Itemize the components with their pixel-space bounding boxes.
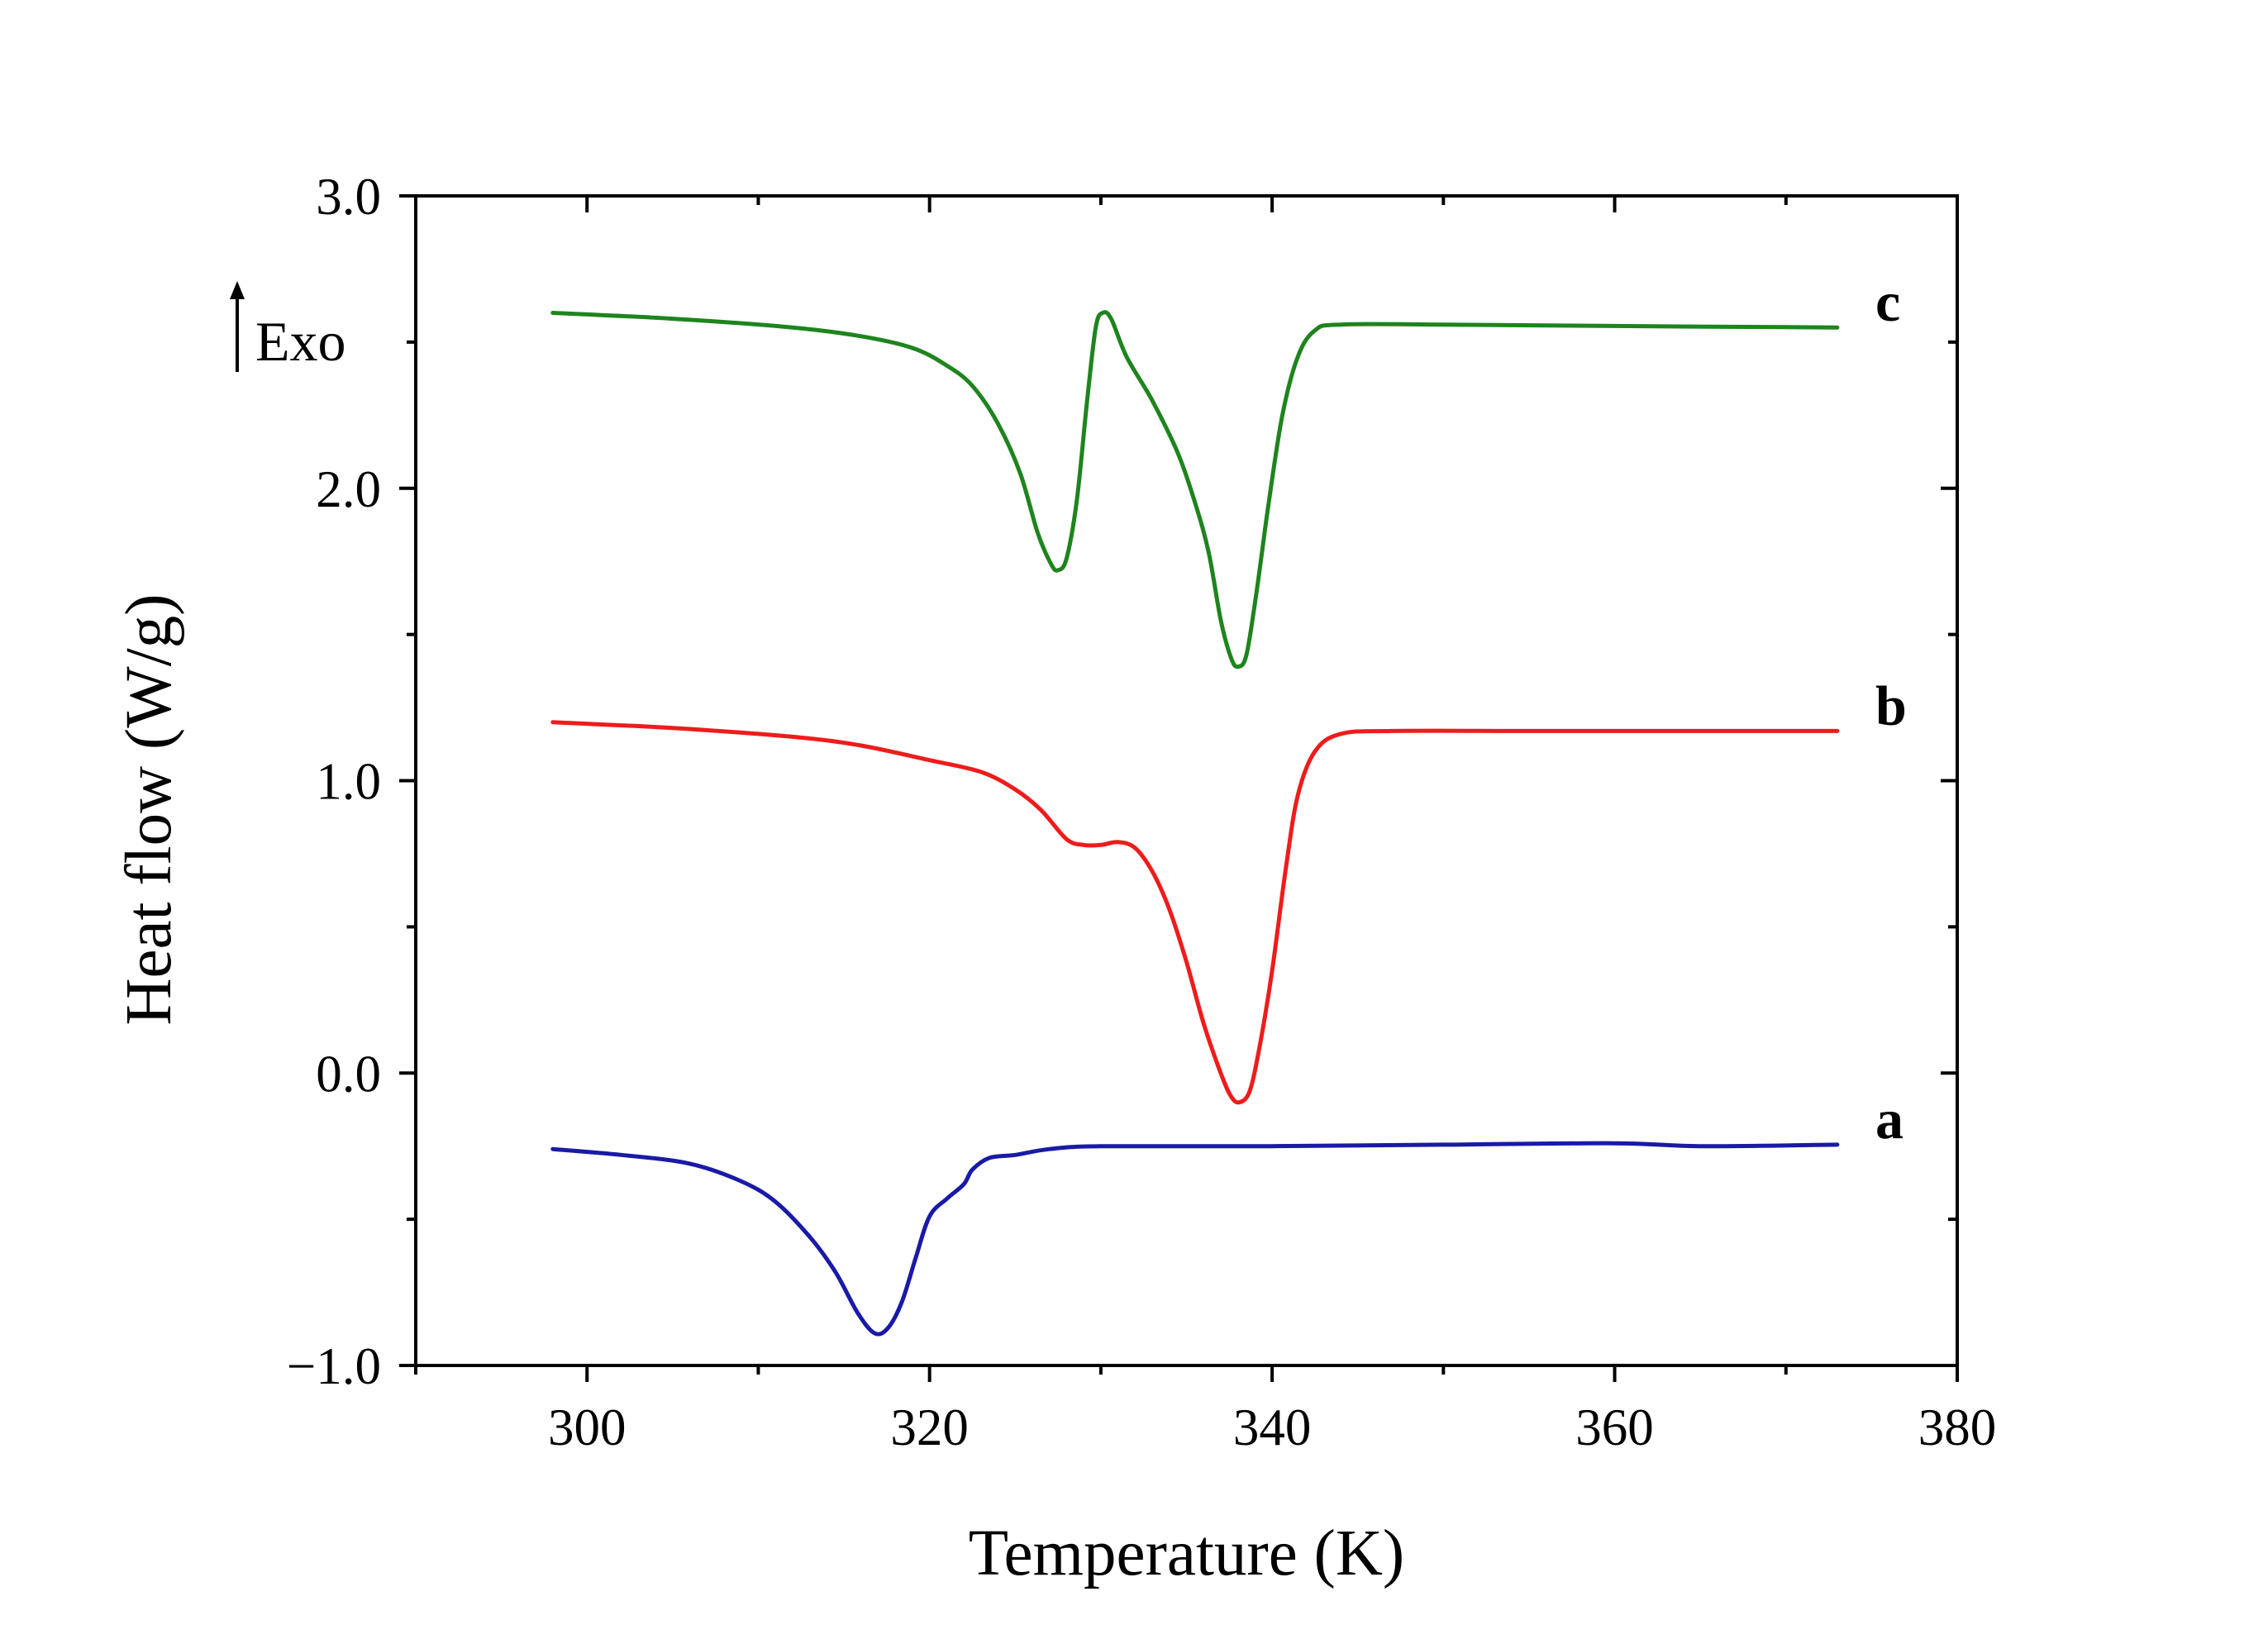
x-tick-label: 360 [1575,1399,1654,1456]
plot-frame [414,194,1959,1367]
series-line-b [550,720,1840,1105]
series-labels: a b c [1875,270,1907,1151]
y-tick-label: 0.0 [316,1045,381,1103]
y-tick-label: −1.0 [287,1337,381,1395]
series-line-a [550,1141,1840,1337]
axis-ticks: 300 320 340 360 380 −1.0 0.0 1.0 2.0 3.0 [287,168,1997,1456]
x-axis-title: Temperature (K) [969,1518,1404,1589]
series-label-c: c [1875,270,1900,333]
plot-border [414,194,1959,1367]
y-tick-label: 1.0 [316,753,381,811]
series-curves [550,310,1840,1337]
y-axis-title: Heat flow (W/g) [113,593,185,1025]
x-tick-label: 380 [1918,1399,1997,1456]
y-tick-label: 2.0 [316,460,381,518]
y-tick-label: 3.0 [316,168,381,226]
exo-arrow-head-icon [230,281,245,299]
x-tick-label: 300 [548,1399,627,1456]
exo-annotation: Exo [230,281,346,373]
x-tick-label: 320 [890,1399,969,1456]
series-line-c [550,310,1840,670]
series-label-a: a [1875,1088,1904,1151]
x-tick-label: 340 [1233,1399,1312,1456]
exo-label: Exo [255,310,346,373]
series-label-b: b [1875,674,1907,736]
